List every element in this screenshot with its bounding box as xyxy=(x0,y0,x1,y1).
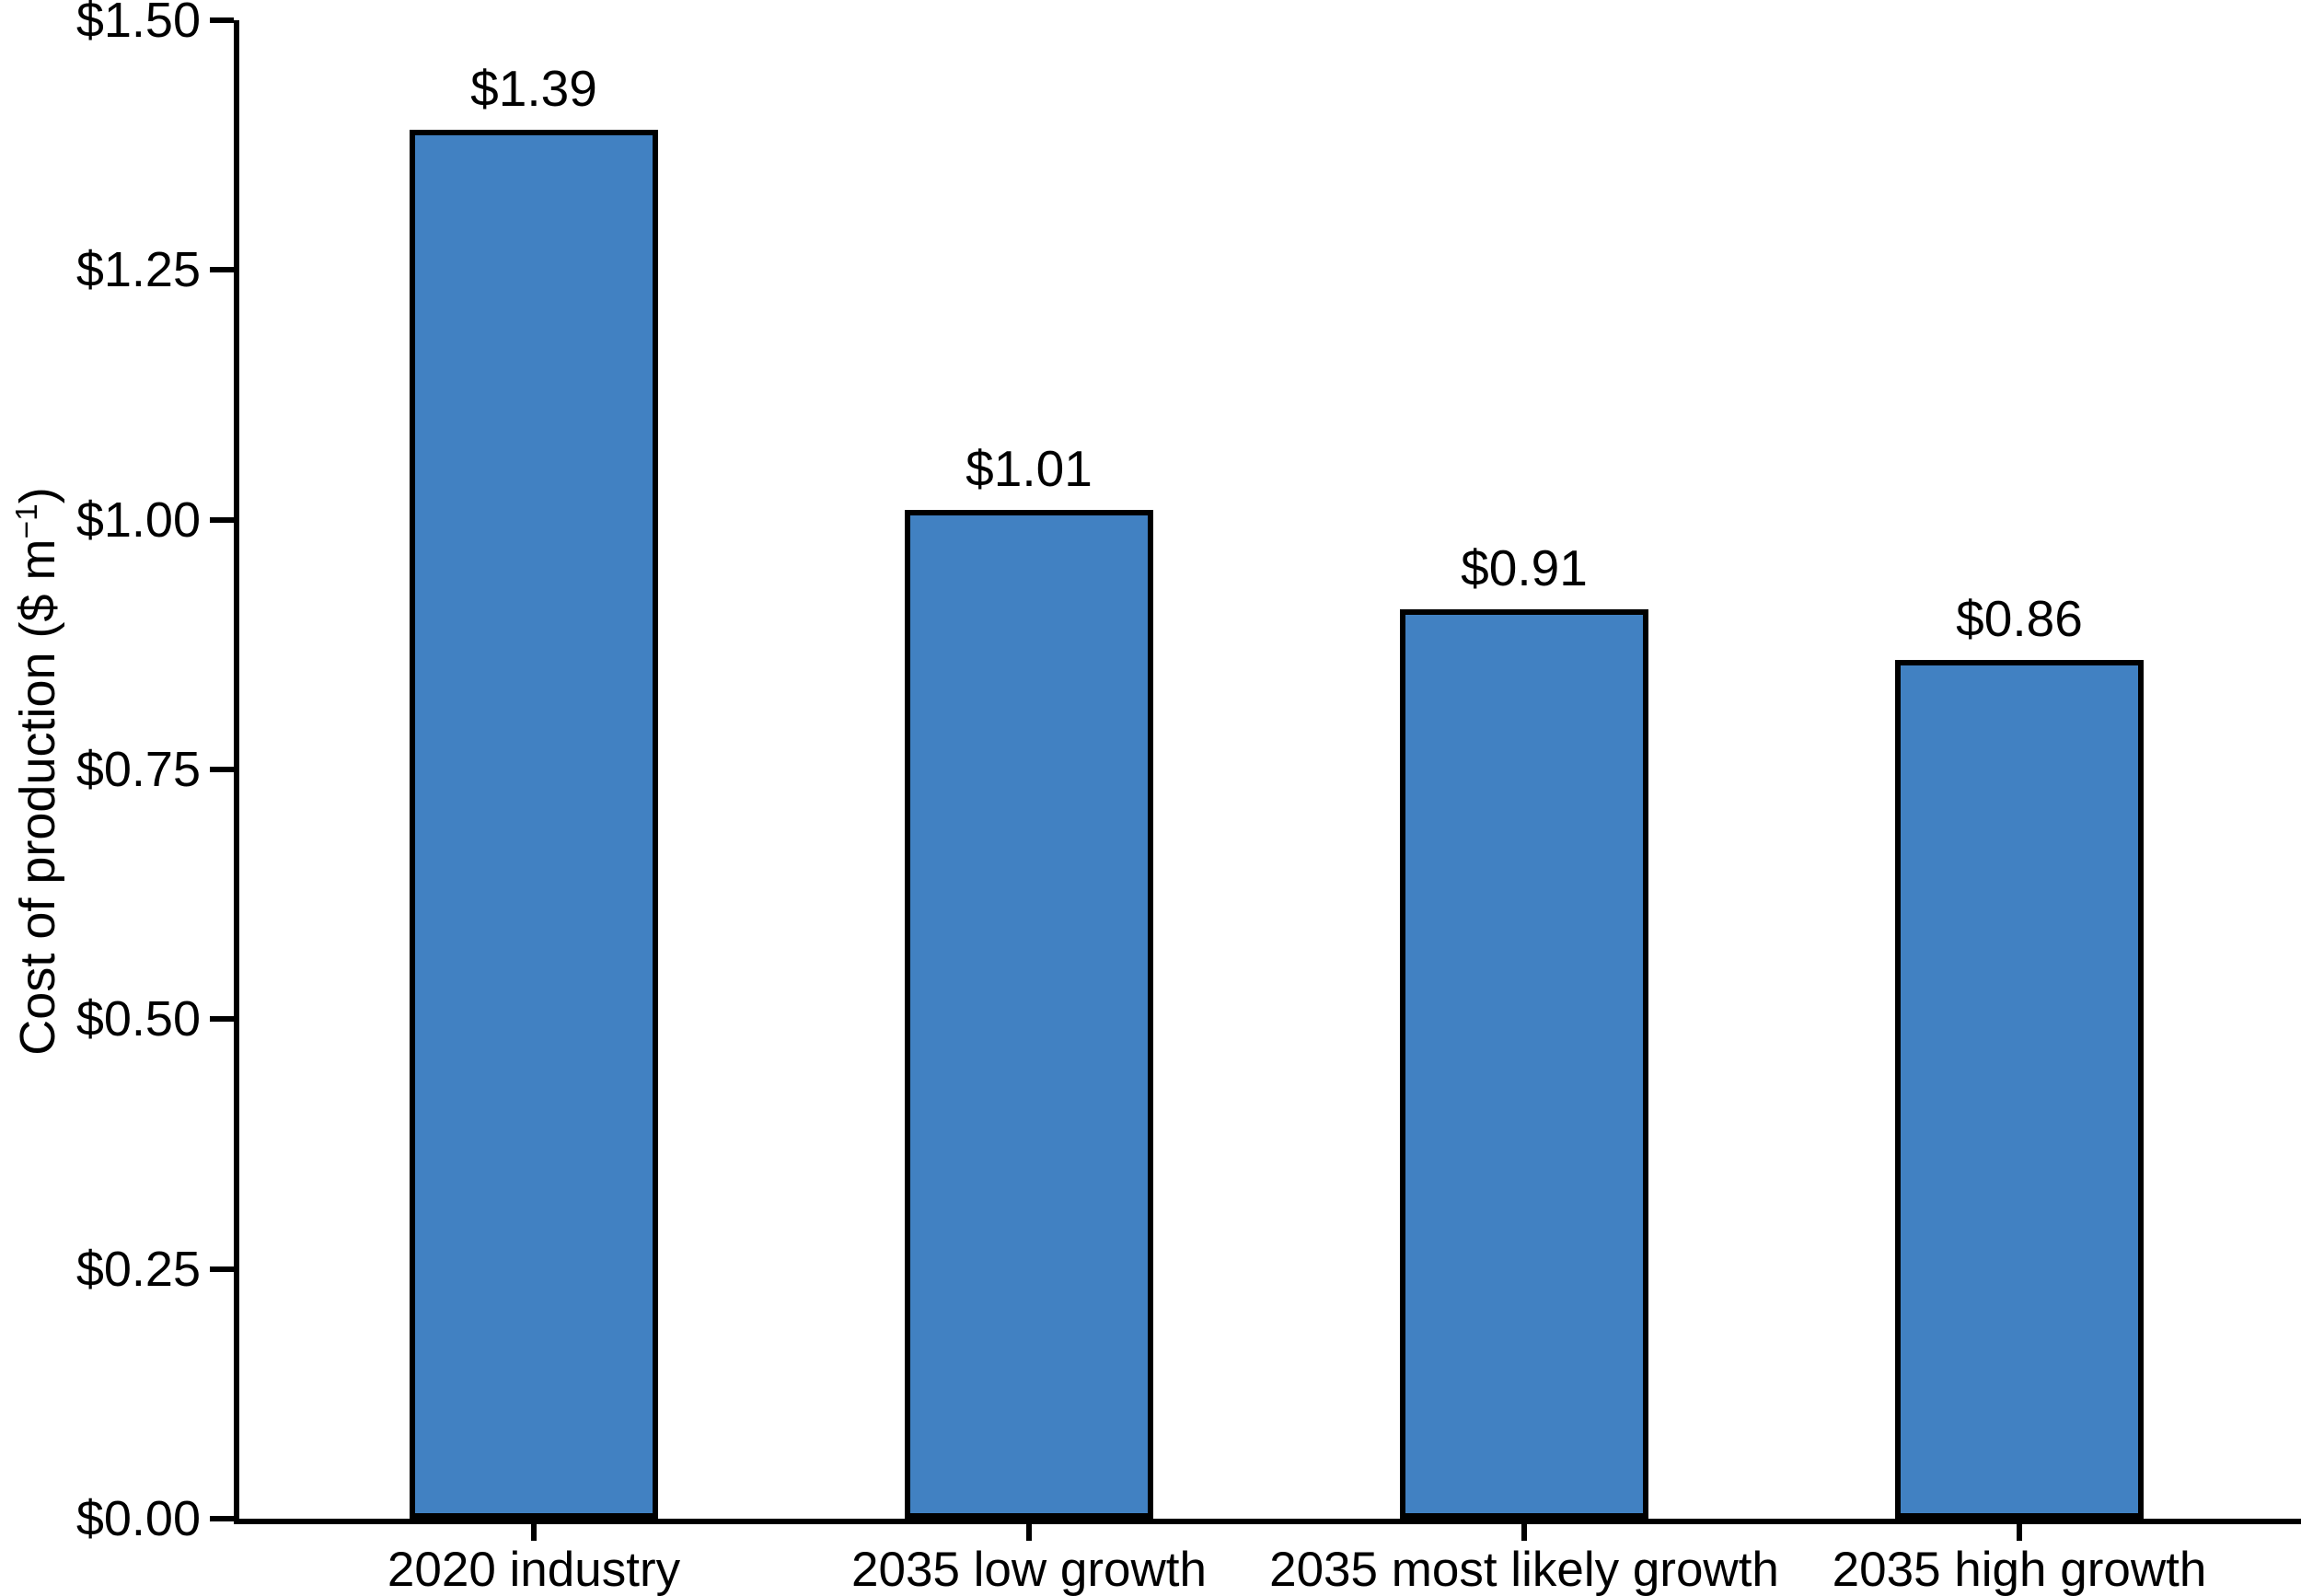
y-axis-title-main: Cost of production ($ m xyxy=(10,538,65,1056)
x-tick-label: 2035 low growth xyxy=(851,1543,1207,1596)
y-tick-label: $0.00 xyxy=(75,1491,201,1546)
y-tick-label: $0.50 xyxy=(75,991,201,1047)
bar-value-label: $1.01 xyxy=(965,439,1093,497)
y-tick-label: $0.75 xyxy=(75,742,201,797)
y-tick-label: $0.25 xyxy=(75,1241,201,1297)
y-tick-mark xyxy=(210,267,234,273)
bar-value-label: $1.39 xyxy=(470,60,597,118)
y-tick-label: $1.00 xyxy=(75,492,201,548)
y-tick-mark xyxy=(210,516,234,523)
y-tick-mark xyxy=(210,1016,234,1023)
plot-area: $1.39 2020 industry $1.01 2035 low growth $0… xyxy=(234,20,2301,1596)
x-tick-label: 2035 most likely growth xyxy=(1269,1543,1779,1596)
bar-1 xyxy=(410,130,658,1519)
x-tick-mark xyxy=(1521,1519,1527,1541)
y-tick-mark xyxy=(210,767,234,772)
bar-2 xyxy=(905,509,1153,1519)
x-tick-mark xyxy=(531,1519,537,1541)
x-tick-label: 2020 industry xyxy=(387,1543,681,1596)
bar-value-label: $0.91 xyxy=(1461,539,1588,597)
y-tick-mark xyxy=(210,1516,234,1521)
y-tick-mark xyxy=(210,17,234,23)
y-tick-label: $1.50 xyxy=(75,0,201,48)
x-tick-mark xyxy=(2017,1519,2022,1541)
y-tick-mark xyxy=(210,1266,234,1272)
bar-3 xyxy=(1400,609,1648,1519)
y-tick-label: $1.25 xyxy=(75,242,201,298)
x-tick-mark xyxy=(1026,1519,1032,1541)
x-tick-label: 2035 high growth xyxy=(1832,1543,2207,1596)
bar-value-label: $0.86 xyxy=(1956,589,2083,647)
bar-4 xyxy=(1895,659,2144,1519)
